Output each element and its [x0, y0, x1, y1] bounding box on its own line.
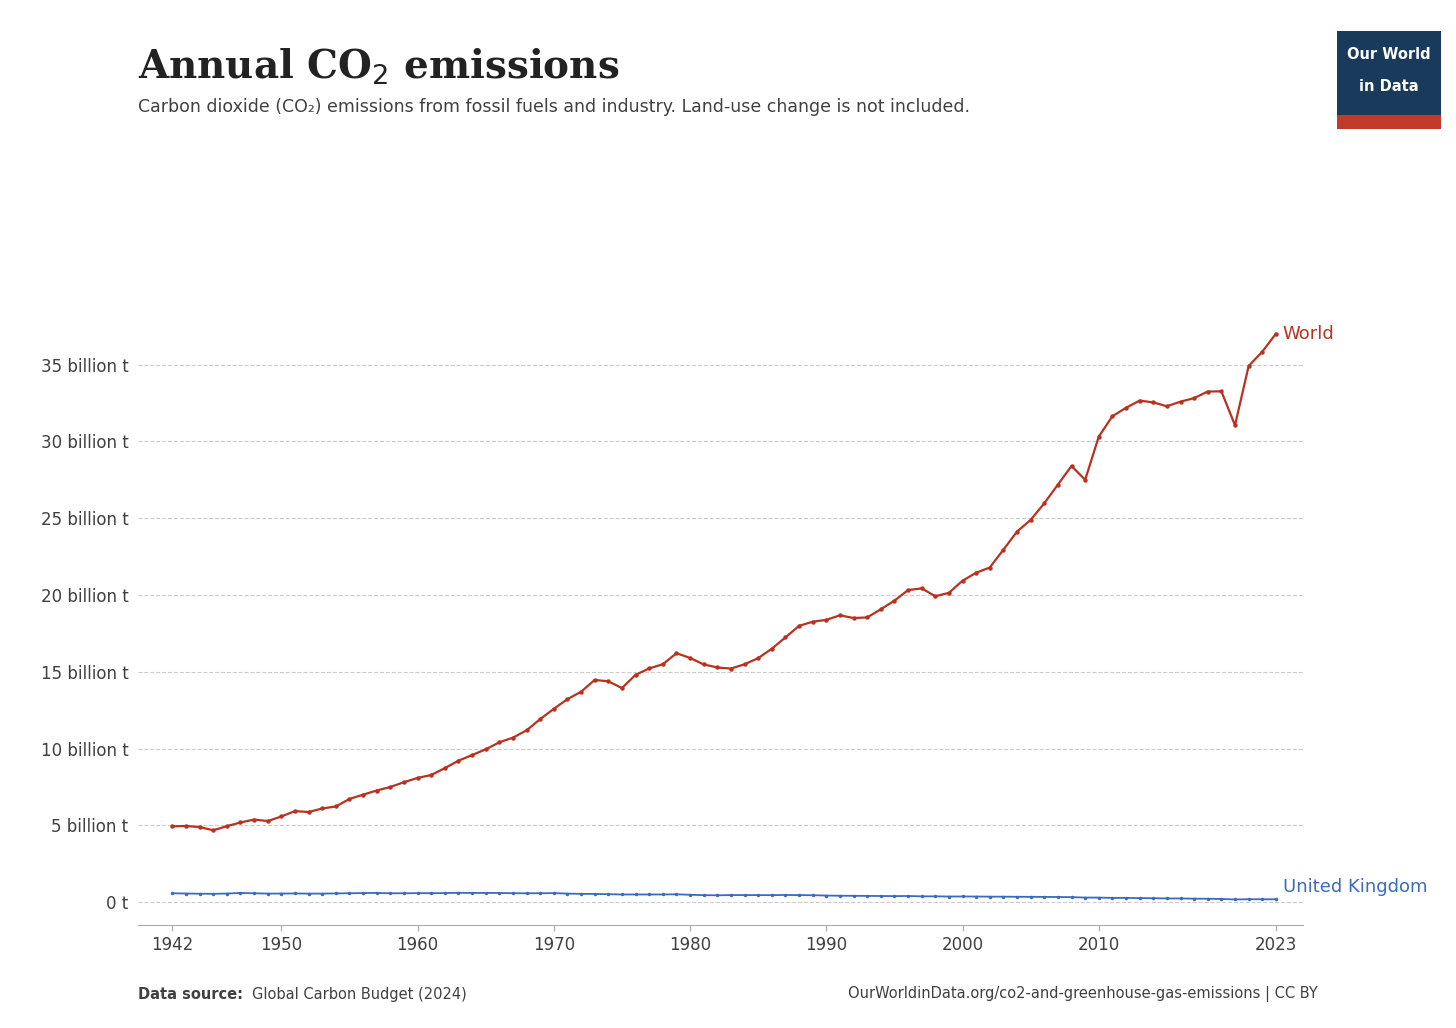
- Text: United Kingdom: United Kingdom: [1283, 878, 1427, 896]
- Text: Global Carbon Budget (2024): Global Carbon Budget (2024): [252, 987, 466, 1002]
- Text: Annual CO$_2$ emissions: Annual CO$_2$ emissions: [138, 46, 620, 86]
- Text: Data source:: Data source:: [138, 987, 249, 1002]
- Text: in Data: in Data: [1360, 79, 1418, 94]
- Text: Our World: Our World: [1347, 47, 1431, 62]
- Text: Carbon dioxide (CO₂) emissions from fossil fuels and industry. Land-use change i: Carbon dioxide (CO₂) emissions from foss…: [138, 98, 970, 116]
- Text: OurWorldinData.org/co2-and-greenhouse-gas-emissions | CC BY: OurWorldinData.org/co2-and-greenhouse-ga…: [847, 986, 1318, 1002]
- Text: World: World: [1283, 325, 1335, 342]
